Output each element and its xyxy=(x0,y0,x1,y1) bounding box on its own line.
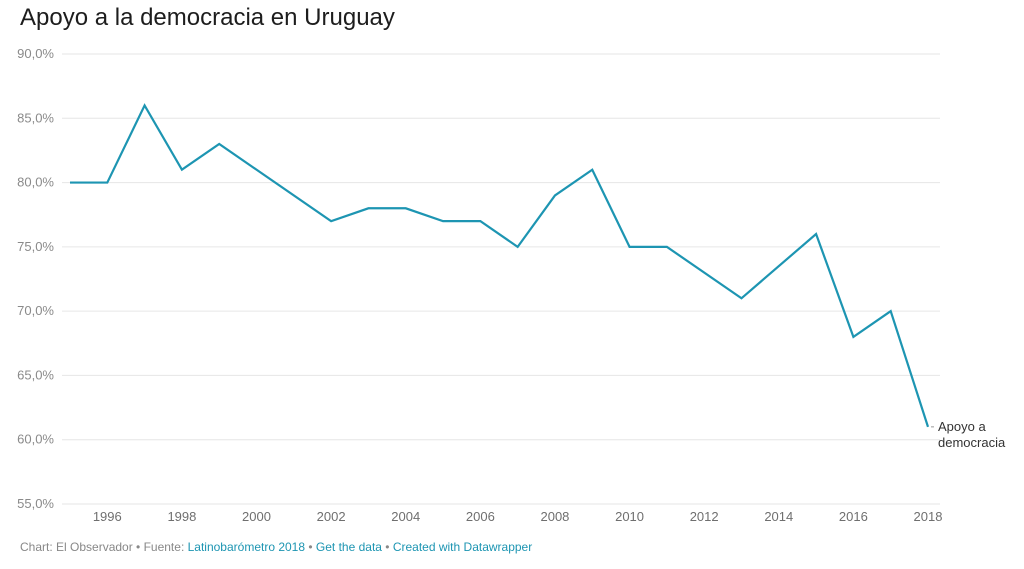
y-tick-label: 60,0% xyxy=(17,432,54,447)
x-tick-label: 2012 xyxy=(690,509,719,524)
series-line xyxy=(70,103,930,428)
footer-credit: Chart: El Observador • Fuente: xyxy=(20,540,188,554)
y-tick-label: 65,0% xyxy=(17,367,54,382)
x-tick-label: 2010 xyxy=(615,509,644,524)
chart-footer: Chart: El Observador • Fuente: Latinobar… xyxy=(20,540,532,554)
y-tick-label: 90,0% xyxy=(17,46,54,61)
x-tick-label: 2016 xyxy=(839,509,868,524)
x-tick-label: 2000 xyxy=(242,509,271,524)
y-axis: 90,0% 85,0% 80,0% 75,0% 70,0% 65,0% 60,0% 55,0% xyxy=(17,46,54,511)
chart-title: Apoyo a la democracia en Uruguay xyxy=(20,4,395,31)
y-tick-label: 85,0% xyxy=(17,110,54,125)
y-tick-label: 80,0% xyxy=(17,175,54,190)
x-tick-label: 1998 xyxy=(167,509,196,524)
y-tick-label: 70,0% xyxy=(17,303,54,318)
x-tick-label: 2008 xyxy=(540,509,569,524)
get-data-link[interactable]: Get the data xyxy=(315,540,382,554)
y-tick-label: 55,0% xyxy=(17,496,54,511)
y-tick-label: 75,0% xyxy=(17,239,54,254)
x-tick-label: 1996 xyxy=(93,509,122,524)
series-label: Apoyo a xyxy=(938,419,986,434)
datawrapper-link[interactable]: Created with Datawrapper xyxy=(392,540,533,554)
x-axis: 1996 1998 2000 2002 2004 2006 2008 2010 2012 2014… xyxy=(93,509,943,524)
footer-separator: • xyxy=(305,540,316,554)
x-tick-label: 2014 xyxy=(764,509,793,524)
gridlines xyxy=(62,53,940,505)
x-tick-label: 2006 xyxy=(466,509,495,524)
series-label: democracia xyxy=(938,435,1006,450)
source-link[interactable]: Latinobarómetro 2018 xyxy=(187,540,306,554)
footer-separator: • xyxy=(381,540,393,554)
x-tick-label: 2002 xyxy=(317,509,346,524)
x-tick-label: 2018 xyxy=(914,509,943,524)
x-tick-label: 2004 xyxy=(391,509,420,524)
